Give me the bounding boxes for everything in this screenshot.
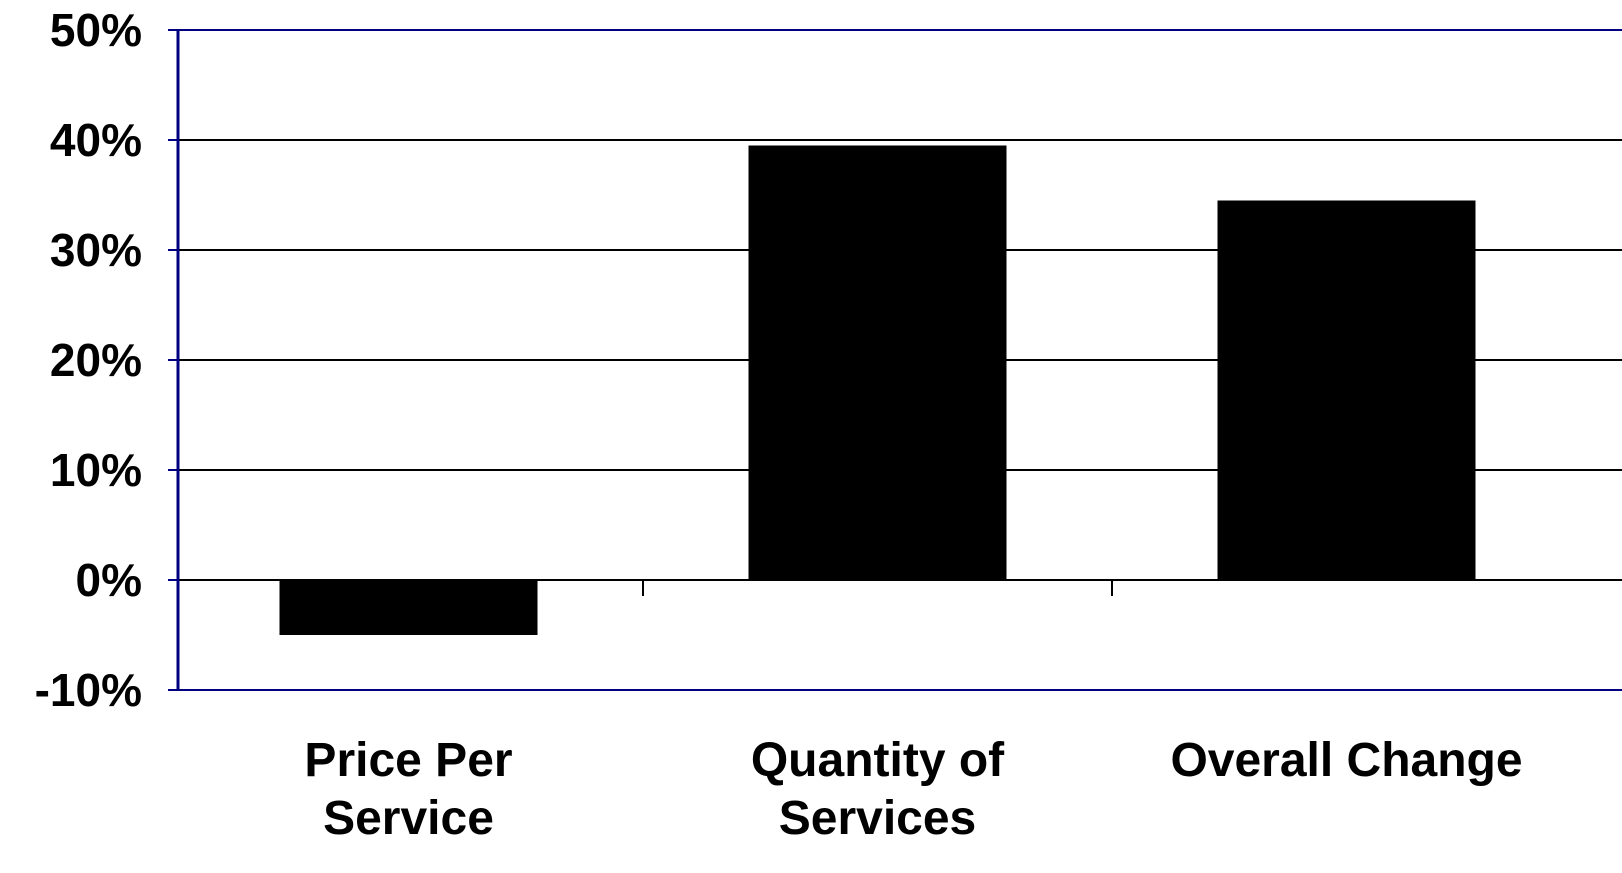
x-tick-label: Quantity of Services [751,734,1005,845]
y-tick-label: 40% [50,114,142,166]
y-tick-label: 10% [50,444,142,496]
y-axis-tick-labels: 50% 40% 30% 20% 10% 0% -10% [35,4,142,716]
x-tick-label: Price Per Service [304,734,512,845]
x-tick-label-line: Service [323,792,494,845]
axes [168,29,1113,691]
x-tick-label: Overall Change [1170,734,1522,787]
bar [1217,200,1476,580]
x-tick-label-line: Quantity of [751,734,1005,787]
x-tick-label-line: Services [779,792,977,845]
bars [279,145,1476,635]
y-tick-label: 20% [50,334,142,386]
x-axis-tick-labels: Price Per Service Quantity of Services Overa… [304,734,1522,845]
y-tick-label: 50% [50,4,142,56]
bar [279,580,538,635]
bar [748,145,1007,580]
y-tick-label: 30% [50,224,142,276]
y-tick-label: -10% [35,664,142,716]
x-tick-label-line: Price Per [304,734,512,787]
x-tick-label-line: Overall Change [1170,734,1522,787]
y-tick-label: 0% [76,554,142,606]
